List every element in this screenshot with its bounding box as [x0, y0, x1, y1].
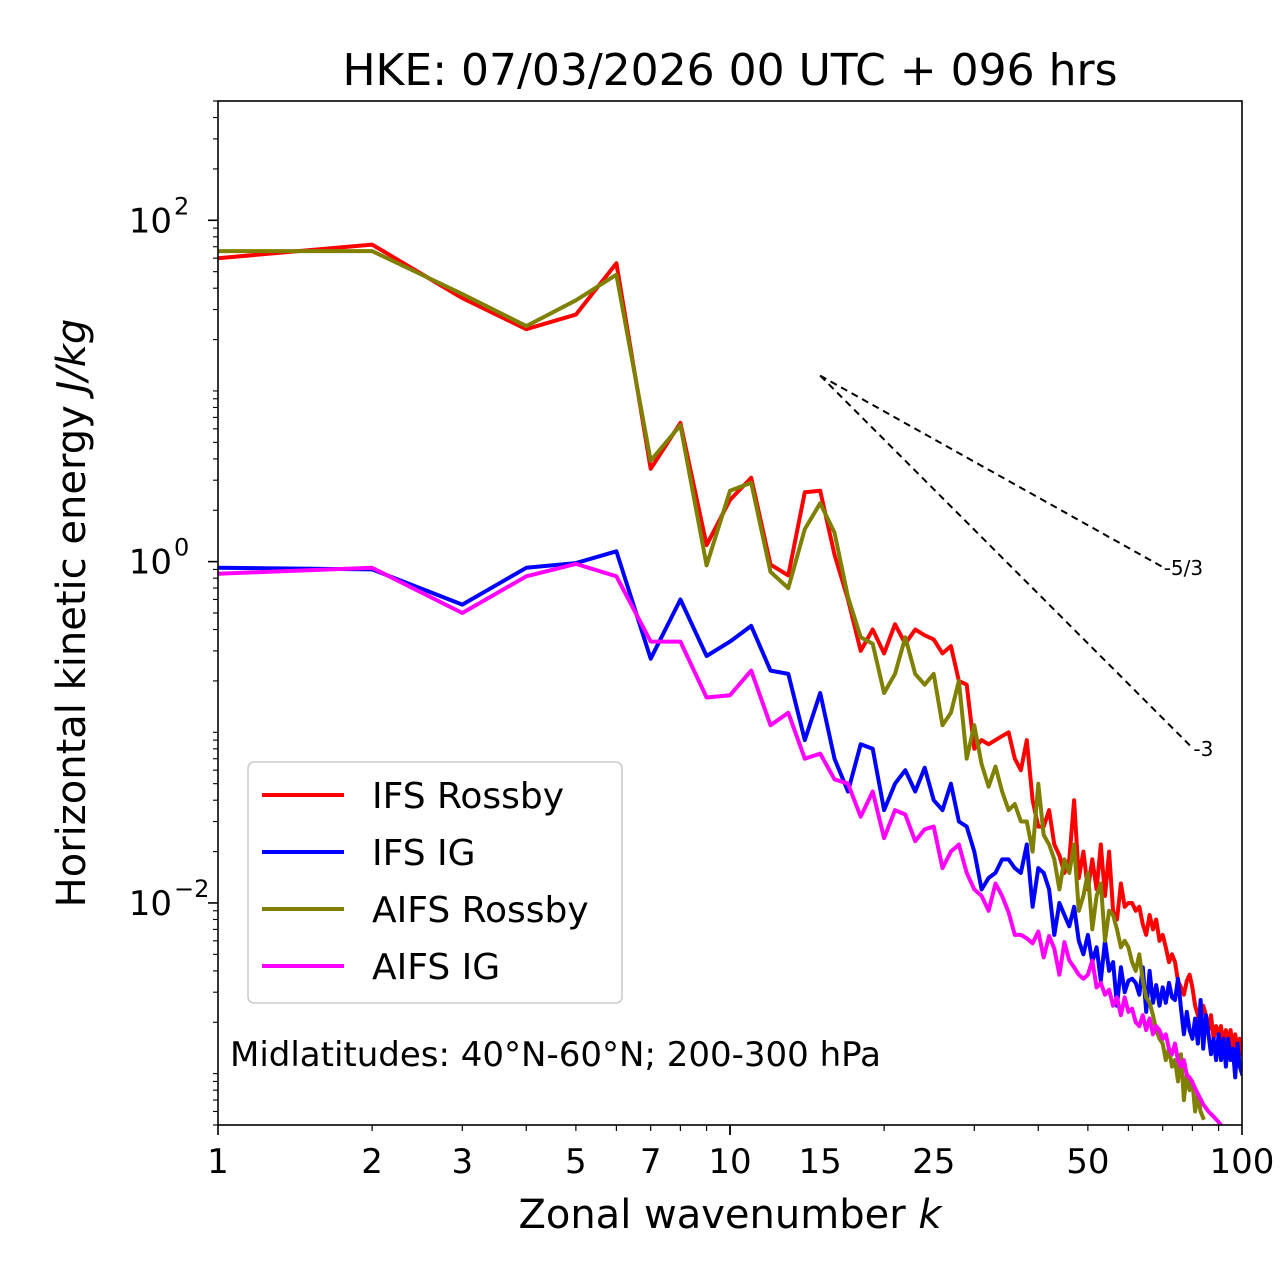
- series-layer: [218, 242, 1242, 1125]
- legend-items: IFS Rossby IFS IG AIFS Rossby AIFS IG: [262, 776, 589, 988]
- reference-slope-label-1: -5/3: [1164, 556, 1203, 580]
- y-tick-label: 10: [129, 543, 172, 583]
- chart-title: HKE: 07/03/2026 00 UTC + 096 hrs: [342, 45, 1117, 96]
- x-axis-label-text: Zonal wavenumber: [518, 1192, 906, 1238]
- legend-label: AIFS IG: [372, 947, 500, 988]
- x-tick-label: 3: [451, 1142, 473, 1182]
- y-tick-label-exponent: −2: [174, 875, 209, 903]
- legend-label: IFS IG: [372, 833, 476, 874]
- x-tick-label: 2: [361, 1142, 383, 1182]
- legend-label: IFS Rossby: [372, 776, 564, 817]
- series-line-aifs-ig: [218, 561, 1224, 1125]
- x-axis-label-var: k: [918, 1192, 943, 1238]
- x-tick-label: 10: [708, 1142, 751, 1182]
- y-tick-label: 10: [129, 884, 172, 924]
- x-tick-label: 25: [912, 1142, 955, 1182]
- x-axis-label: Zonal wavenumber k: [518, 1192, 943, 1238]
- x-tick-label: 1: [207, 1142, 229, 1182]
- x-tick-label: 100: [1210, 1142, 1275, 1182]
- x-tick-label: 5: [565, 1142, 587, 1182]
- y-axis-label: Horizontal kinetic energy J/kg: [49, 319, 95, 908]
- y-axis-label-unit: J/kg: [49, 319, 95, 400]
- legend-box: [247, 761, 623, 1004]
- y-tick-label: 10: [129, 201, 172, 241]
- x-tick-label: 15: [799, 1142, 842, 1182]
- region-annotation: Midlatitudes: 40°N-60°N; 200-300 hPa: [230, 1035, 881, 1075]
- x-axis-ticks: 1 2 3 5 7 10 15 25 50 100: [207, 1125, 1274, 1182]
- legend-label: AIFS Rossby: [372, 890, 589, 931]
- reference-slopes: [819, 374, 1194, 749]
- y-tick-label-exponent: 2: [174, 192, 189, 220]
- reference-slope-line-1: [819, 374, 1164, 568]
- series-line-ifs-ig: [218, 549, 1242, 1080]
- reference-slope-labels: -5/3 -3: [1164, 556, 1214, 761]
- legend: IFS Rossby IFS IG AIFS Rossby AIFS IG: [247, 761, 623, 1004]
- series-line-aifs-rossby: [218, 249, 1206, 1121]
- x-tick-label: 50: [1066, 1142, 1109, 1182]
- reference-slope-label-2: -3: [1193, 737, 1213, 761]
- x-tick-label: 7: [640, 1142, 662, 1182]
- y-axis-label-text: Horizontal kinetic energy: [49, 405, 95, 907]
- reference-slope-line-2: [819, 374, 1194, 749]
- y-tick-label-exponent: 0: [174, 534, 189, 562]
